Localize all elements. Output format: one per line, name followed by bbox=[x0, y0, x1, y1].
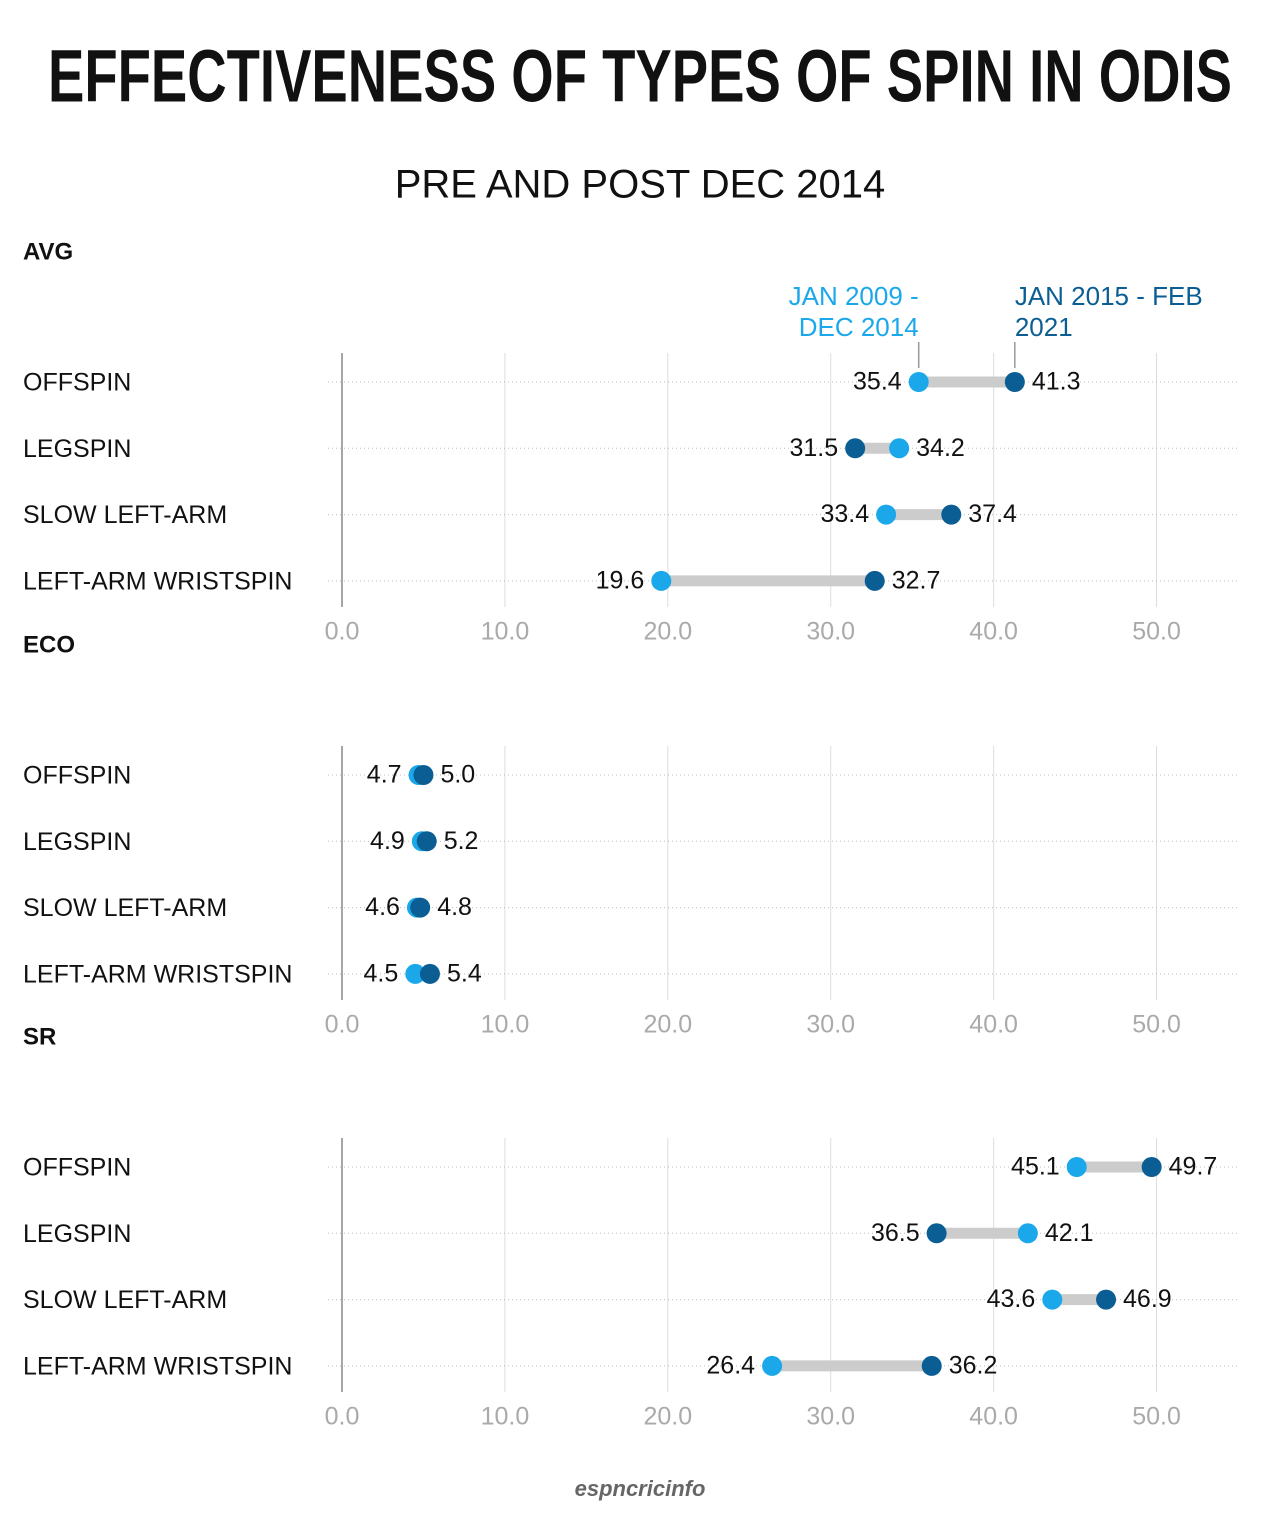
category-label: LEFT-ARM WRISTSPIN bbox=[23, 961, 292, 989]
dot bbox=[762, 1355, 783, 1376]
panel-title: SR bbox=[23, 1023, 56, 1050]
category-label: LEGSPIN bbox=[23, 828, 131, 856]
dot bbox=[405, 963, 426, 984]
value-label: 5.0 bbox=[440, 761, 475, 789]
value-label: 41.3 bbox=[1032, 368, 1081, 396]
value-label: 31.5 bbox=[789, 434, 838, 462]
value-label: 5.4 bbox=[447, 960, 482, 988]
dot bbox=[845, 438, 866, 459]
title: EFFECTIVENESS OF TYPES OF SPIN IN ODIS bbox=[48, 35, 1232, 118]
legend-label: JAN 2015 - FEB 2021 bbox=[1014, 281, 1203, 342]
dot bbox=[413, 765, 434, 785]
dot bbox=[864, 570, 885, 591]
x-tick-label: 40.0 bbox=[969, 1403, 1018, 1431]
x-tick-label: 0.0 bbox=[325, 1011, 360, 1039]
dot bbox=[1066, 1157, 1087, 1177]
category-label: LEGSPIN bbox=[23, 435, 131, 463]
value-label: 36.5 bbox=[871, 1219, 920, 1247]
value-label: 43.6 bbox=[987, 1285, 1036, 1313]
value-label: 42.1 bbox=[1045, 1219, 1094, 1247]
x-tick-label: 20.0 bbox=[643, 618, 692, 646]
x-tick-label: 50.0 bbox=[1132, 618, 1181, 646]
dot bbox=[416, 831, 437, 852]
x-tick-label: 10.0 bbox=[481, 1403, 530, 1431]
x-tick-label: 10.0 bbox=[481, 618, 530, 646]
value-label: 4.8 bbox=[437, 893, 472, 921]
x-tick-label: 20.0 bbox=[643, 1011, 692, 1039]
dot bbox=[651, 570, 672, 591]
dot bbox=[1141, 1157, 1162, 1177]
category-label: OFFSPIN bbox=[23, 369, 131, 397]
value-label: 37.4 bbox=[968, 500, 1017, 528]
category-label: SLOW LEFT-ARM bbox=[23, 1286, 227, 1314]
value-label: 45.1 bbox=[1011, 1153, 1060, 1181]
value-label: 46.9 bbox=[1123, 1285, 1172, 1313]
category-label: LEFT-ARM WRISTSPIN bbox=[23, 568, 292, 596]
x-tick-label: 40.0 bbox=[969, 618, 1018, 646]
value-label: 4.6 bbox=[365, 893, 400, 921]
subtitle: PRE AND POST DEC 2014 bbox=[395, 163, 886, 207]
x-tick-label: 50.0 bbox=[1132, 1403, 1181, 1431]
x-tick-label: 0.0 bbox=[325, 618, 360, 646]
category-label: OFFSPIN bbox=[23, 762, 131, 790]
dot bbox=[926, 1223, 947, 1244]
dot bbox=[908, 372, 929, 392]
x-tick-label: 30.0 bbox=[806, 618, 855, 646]
source: espncricinfo bbox=[575, 1476, 706, 1501]
dot bbox=[876, 504, 897, 525]
x-tick-label: 30.0 bbox=[806, 1403, 855, 1431]
x-tick-label: 0.0 bbox=[325, 1403, 360, 1431]
dot bbox=[1017, 1223, 1038, 1244]
category-label: SLOW LEFT-ARM bbox=[23, 894, 227, 922]
dot bbox=[941, 504, 962, 525]
category-label: LEGSPIN bbox=[23, 1220, 131, 1248]
value-label: 32.7 bbox=[892, 567, 941, 595]
panel-title: AVG bbox=[23, 238, 73, 265]
dot bbox=[889, 438, 910, 459]
panel-title: ECO bbox=[23, 631, 75, 658]
dot bbox=[419, 963, 440, 984]
dot bbox=[1096, 1289, 1117, 1310]
dot bbox=[1004, 372, 1025, 392]
value-label: 49.7 bbox=[1169, 1153, 1218, 1181]
x-tick-label: 30.0 bbox=[806, 1011, 855, 1039]
value-label: 33.4 bbox=[820, 500, 869, 528]
value-label: 36.2 bbox=[949, 1352, 998, 1380]
value-label: 4.9 bbox=[370, 827, 405, 855]
value-label: 26.4 bbox=[706, 1352, 755, 1380]
x-tick-label: 10.0 bbox=[481, 1011, 530, 1039]
dot bbox=[410, 897, 431, 918]
value-label: 4.7 bbox=[367, 761, 402, 789]
x-tick-label: 20.0 bbox=[643, 1403, 692, 1431]
dot bbox=[1042, 1289, 1063, 1310]
value-label: 5.2 bbox=[444, 827, 479, 855]
category-label: LEFT-ARM WRISTSPIN bbox=[23, 1353, 292, 1381]
category-label: OFFSPIN bbox=[23, 1154, 131, 1182]
value-label: 19.6 bbox=[596, 567, 645, 595]
legend-label: JAN 2009 - DEC 2014 bbox=[788, 281, 919, 342]
category-label: SLOW LEFT-ARM bbox=[23, 501, 227, 529]
x-tick-label: 50.0 bbox=[1132, 1011, 1181, 1039]
dot bbox=[921, 1355, 942, 1376]
value-label: 35.4 bbox=[853, 368, 902, 396]
value-label: 34.2 bbox=[916, 434, 965, 462]
x-tick-label: 40.0 bbox=[969, 1011, 1018, 1039]
value-label: 4.5 bbox=[364, 960, 399, 988]
